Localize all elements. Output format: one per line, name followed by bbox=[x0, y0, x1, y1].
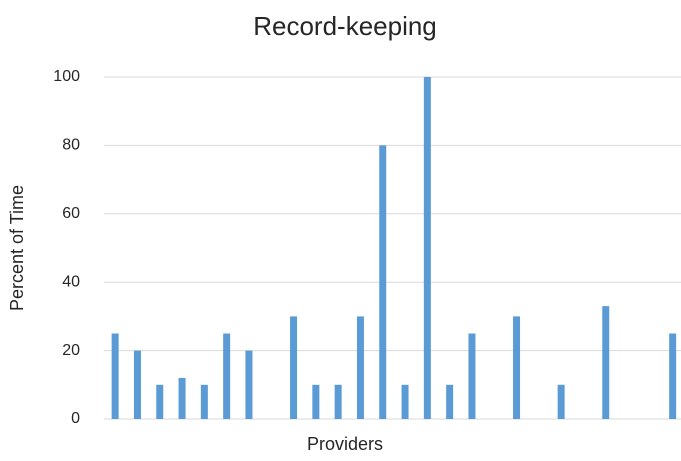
bar bbox=[513, 316, 521, 419]
y-tick-label: 40 bbox=[62, 273, 80, 290]
bar bbox=[245, 350, 253, 419]
bar bbox=[401, 384, 409, 419]
bar bbox=[379, 145, 387, 419]
bar bbox=[133, 350, 141, 419]
bar bbox=[312, 384, 320, 419]
y-tick-label: 20 bbox=[62, 342, 80, 359]
y-tick-label: 100 bbox=[53, 68, 80, 85]
y-tick-label: 0 bbox=[71, 410, 80, 427]
bar bbox=[423, 77, 431, 419]
bar bbox=[223, 333, 231, 419]
bar bbox=[111, 333, 119, 419]
bar bbox=[178, 377, 186, 419]
bar bbox=[669, 333, 677, 419]
y-tick-label: 60 bbox=[62, 205, 80, 222]
bar bbox=[468, 333, 476, 419]
bar bbox=[156, 384, 164, 419]
bar bbox=[334, 384, 342, 419]
bar bbox=[200, 384, 208, 419]
bar bbox=[602, 306, 610, 419]
bar bbox=[446, 384, 454, 419]
bar bbox=[356, 316, 364, 419]
chart-title: Record-keeping bbox=[253, 11, 437, 41]
bar bbox=[557, 384, 565, 419]
bar bbox=[290, 316, 298, 419]
y-axis-label: Percent of Time bbox=[7, 185, 27, 311]
y-tick-label: 80 bbox=[62, 137, 80, 154]
x-axis-label: Providers bbox=[307, 434, 383, 454]
